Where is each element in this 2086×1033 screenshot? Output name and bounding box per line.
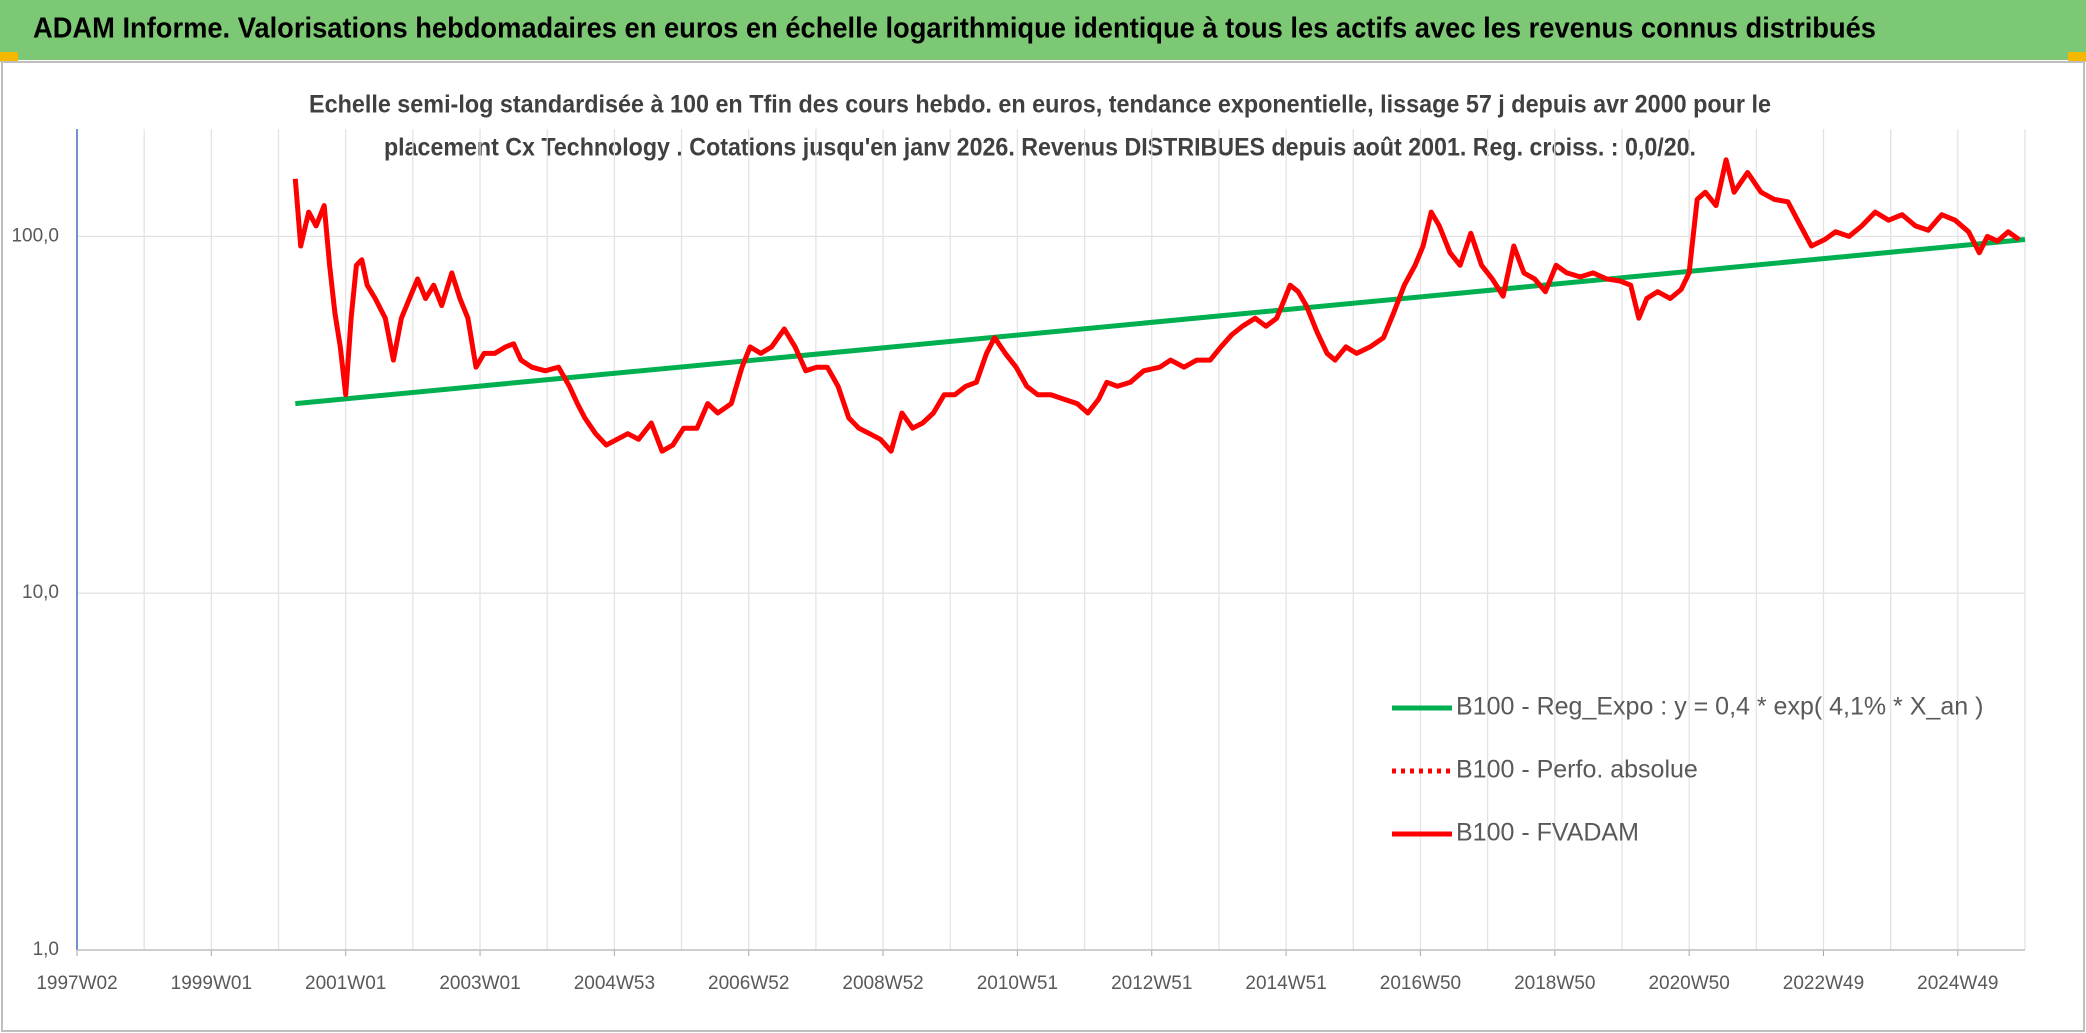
y-tick-label: 1,0: [33, 939, 59, 960]
x-tick-label: 2024W49: [1917, 973, 1998, 994]
series-line: [292, 157, 2021, 454]
chart-title: ADAM Informe. Valorisations hebdomadaire…: [33, 13, 1876, 45]
x-tick-label: 2016W50: [1380, 973, 1461, 994]
x-tick-label: 1997W02: [36, 973, 117, 994]
x-tick-label: 2018W50: [1514, 973, 1595, 994]
x-tick-label: 2020W50: [1648, 973, 1729, 994]
legend-label: B100 - Perfo. absolue: [1456, 756, 1698, 784]
y-tick-label: 100,0: [11, 225, 59, 246]
header-bar: [0, 0, 2086, 60]
y-tick-label: 10,0: [22, 582, 59, 603]
x-tick-label: 2006W52: [708, 973, 789, 994]
subtitle-line: Echelle semi-log standardisée à 100 en T…: [309, 91, 1771, 119]
corner-left: [0, 52, 18, 62]
legend-label: B100 - Reg_Expo : y = 0,4 * exp( 4,1% * …: [1456, 693, 1983, 721]
x-tick-label: 2010W51: [977, 973, 1058, 994]
x-tick-label: 2008W52: [842, 973, 923, 994]
x-tick-label: 1999W01: [171, 973, 252, 994]
x-tick-label: 2022W49: [1783, 973, 1864, 994]
frame: [1, 61, 2085, 1032]
x-tick-label: 2012W51: [1111, 973, 1192, 994]
x-tick-label: 2004W53: [574, 973, 655, 994]
x-tick-label: 2014W51: [1245, 973, 1326, 994]
legend-label: B100 - FVADAM: [1456, 819, 1639, 847]
corner-right: [2068, 52, 2086, 62]
x-tick-label: 2001W01: [305, 973, 386, 994]
subtitle-line: placement Cx Technology . Cotations jusq…: [384, 134, 1696, 162]
x-tick-label: 2003W01: [439, 973, 520, 994]
series-line: [295, 237, 2026, 407]
